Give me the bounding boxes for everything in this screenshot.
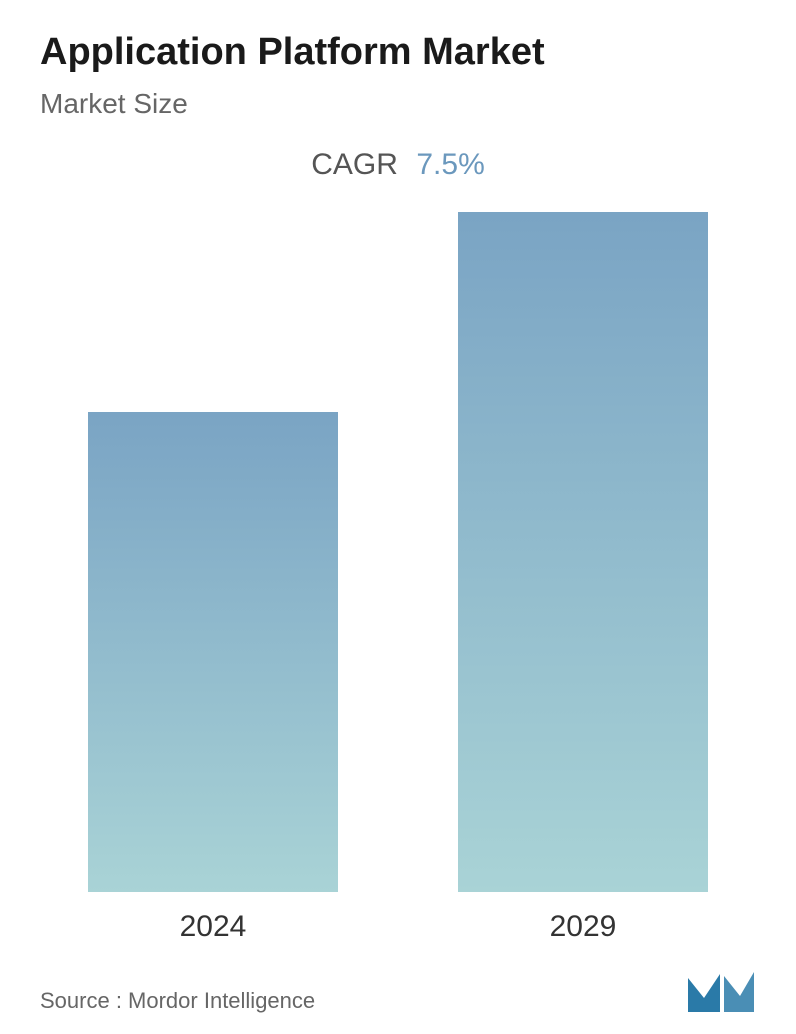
source-text: Source : Mordor Intelligence <box>40 988 315 1014</box>
page-subtitle: Market Size <box>40 88 756 120</box>
footer: Source : Mordor Intelligence <box>40 970 756 1014</box>
bar-2029 <box>458 212 708 892</box>
cagr-label: CAGR <box>311 148 398 181</box>
bar-2024 <box>88 412 338 892</box>
bar-label-2029: 2029 <box>550 910 617 944</box>
bars-wrap: 2024 2029 <box>40 264 756 944</box>
cagr-row: CAGR 7.5% <box>40 148 756 182</box>
chart-container: Application Platform Market Market Size … <box>0 0 796 1034</box>
bar-label-2024: 2024 <box>180 910 247 944</box>
bar-column-2029: 2029 <box>458 212 708 944</box>
cagr-value: 7.5% <box>416 148 484 181</box>
chart-area: 2024 2029 <box>40 212 756 1014</box>
bar-column-2024: 2024 <box>88 412 338 944</box>
mordor-logo-icon <box>686 970 756 1014</box>
page-title: Application Platform Market <box>40 30 756 76</box>
